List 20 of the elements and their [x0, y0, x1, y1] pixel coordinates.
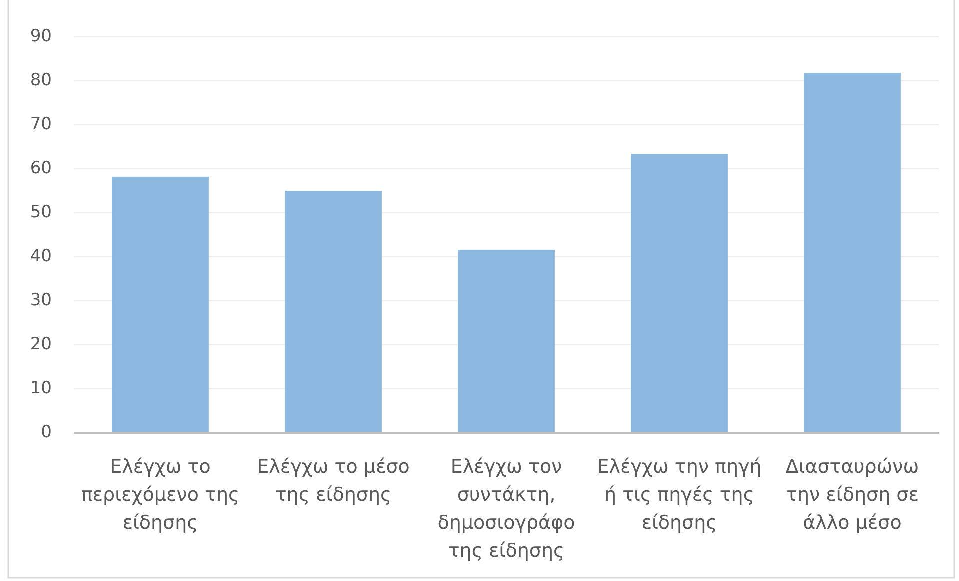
y-tick-label: 10: [30, 378, 52, 399]
y-tick-label: 30: [30, 290, 52, 311]
y-tick-label: 70: [30, 114, 52, 135]
y-tick-label: 20: [30, 334, 52, 355]
x-tick-label: Ελέγχω την πηγή ή τις πηγές της είδησης: [597, 456, 762, 534]
y-tick-label: 90: [30, 26, 52, 47]
bar: [804, 73, 901, 433]
bar: [285, 191, 382, 433]
x-tick-label: Διασταυρώνω την είδηση σε άλλο μέσο: [786, 456, 920, 534]
x-tick-label: Ελέγχω το μέσο της είδησης: [257, 456, 410, 506]
bar: [112, 176, 209, 433]
y-tick-label: 50: [30, 202, 52, 223]
y-tick-label: 60: [30, 158, 52, 179]
y-tick-label: 80: [30, 70, 52, 91]
bar: [631, 154, 728, 433]
x-tick-label: Ελέγχω τον συντάκτη, δημοσιογράφο της είδησης: [438, 456, 576, 562]
bar: [458, 250, 555, 433]
y-tick-label: 0: [41, 422, 52, 443]
x-tick-label: Ελέγχω το περιεχόμενο της είδησης: [81, 456, 240, 534]
y-tick-label: 40: [30, 246, 52, 267]
